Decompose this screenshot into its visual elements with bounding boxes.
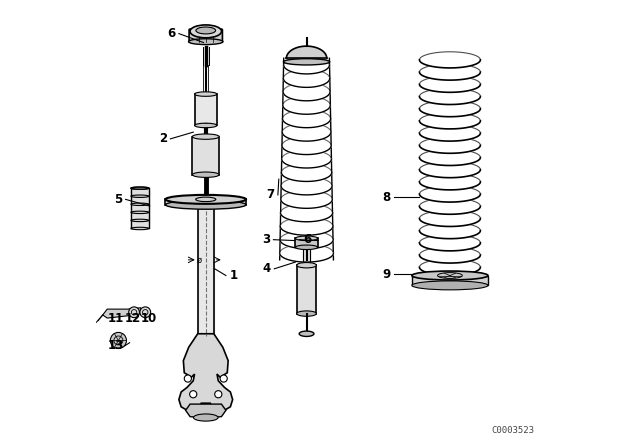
Ellipse shape [189,39,223,44]
Text: 7: 7 [266,188,275,202]
Text: 8: 8 [383,190,391,204]
Ellipse shape [297,263,316,268]
Text: 9: 9 [383,267,391,281]
Polygon shape [419,96,481,104]
Circle shape [184,375,191,382]
Circle shape [189,391,196,398]
Polygon shape [419,206,481,214]
Ellipse shape [190,25,221,38]
Circle shape [110,332,127,349]
Circle shape [214,391,222,398]
Bar [297,265,316,314]
Ellipse shape [131,227,149,230]
Polygon shape [419,133,481,141]
Text: 6: 6 [303,233,311,246]
Polygon shape [419,231,481,239]
Polygon shape [283,92,330,101]
Polygon shape [419,60,481,68]
Polygon shape [419,145,481,153]
Text: 13: 13 [108,339,124,353]
Circle shape [220,375,227,382]
Text: 10: 10 [141,311,157,325]
Ellipse shape [412,281,488,290]
Polygon shape [282,172,332,181]
Polygon shape [419,157,481,165]
Ellipse shape [299,331,314,336]
Polygon shape [280,213,333,222]
Ellipse shape [295,236,317,241]
Polygon shape [282,132,331,141]
Ellipse shape [131,187,149,189]
Ellipse shape [192,134,219,139]
Ellipse shape [193,414,218,421]
Ellipse shape [295,245,317,250]
Polygon shape [419,218,481,226]
Polygon shape [186,404,226,418]
Ellipse shape [196,27,216,34]
Polygon shape [282,159,332,168]
Text: 5: 5 [114,193,122,206]
Polygon shape [419,182,481,190]
Text: ø: ø [196,255,202,264]
Bar [412,276,488,285]
Polygon shape [419,84,481,92]
Ellipse shape [131,219,149,222]
Text: 11: 11 [108,311,124,325]
Ellipse shape [131,203,149,206]
Ellipse shape [131,195,149,198]
Ellipse shape [131,211,149,214]
Polygon shape [281,186,332,195]
Ellipse shape [131,187,149,190]
Ellipse shape [165,195,246,204]
Text: 12: 12 [125,311,141,325]
Polygon shape [419,170,481,178]
Text: 4: 4 [262,262,271,276]
Polygon shape [280,240,333,249]
Text: C0003523: C0003523 [491,426,534,435]
Ellipse shape [165,200,246,209]
Polygon shape [419,194,481,202]
Polygon shape [283,105,330,114]
Ellipse shape [195,92,217,96]
Bar [195,94,217,125]
Polygon shape [280,253,333,262]
Polygon shape [179,334,232,411]
Polygon shape [281,199,332,208]
Bar [295,238,317,247]
Polygon shape [284,78,330,87]
Polygon shape [419,255,481,263]
Polygon shape [419,267,481,275]
Ellipse shape [412,271,488,280]
Polygon shape [419,121,481,129]
Text: 1: 1 [230,269,237,282]
Circle shape [140,307,150,318]
FancyBboxPatch shape [189,29,223,42]
Polygon shape [419,108,481,116]
Text: 3: 3 [262,233,270,246]
Polygon shape [282,146,331,155]
Text: 6: 6 [167,27,175,40]
Ellipse shape [192,172,219,177]
Ellipse shape [297,311,316,316]
Polygon shape [287,46,326,58]
Text: 2: 2 [159,132,167,146]
Polygon shape [102,308,141,318]
Ellipse shape [284,59,330,65]
Polygon shape [282,119,330,128]
Ellipse shape [195,123,217,128]
Bar [192,137,219,175]
Polygon shape [284,65,330,74]
Polygon shape [280,226,333,235]
Circle shape [129,307,140,318]
Polygon shape [419,243,481,251]
Polygon shape [419,72,481,80]
